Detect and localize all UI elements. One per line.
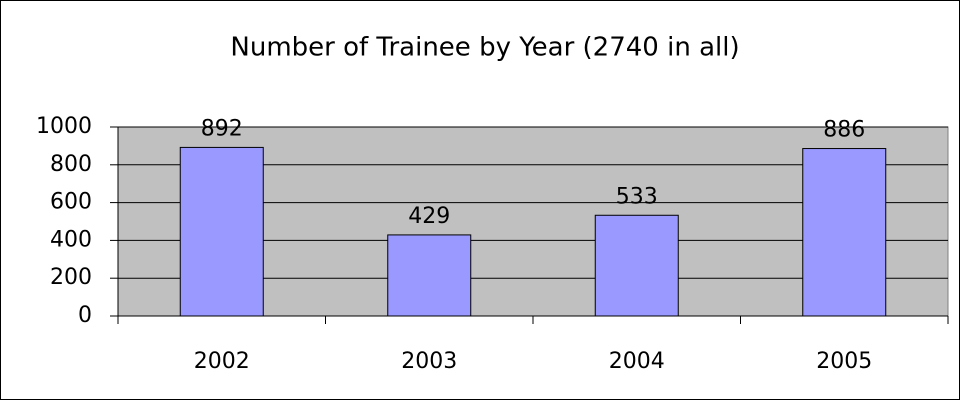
data-label: 886 [823, 118, 865, 143]
bar [594, 214, 679, 317]
x-tick-label: 2005 [816, 349, 872, 374]
y-tick-label: 0 [78, 303, 92, 328]
x-tick-label: 2004 [609, 349, 665, 374]
data-label: 429 [408, 204, 450, 229]
y-tick-label: 600 [50, 190, 92, 215]
data-label: 533 [616, 184, 658, 209]
data-label: 892 [201, 116, 243, 141]
bar [802, 148, 887, 317]
y-tick-label: 1000 [36, 114, 92, 139]
x-tick-label: 2003 [401, 349, 457, 374]
y-tick-label: 400 [50, 227, 92, 252]
chart-title: Number of Trainee by Year (2740 in all) [230, 33, 739, 63]
bar [387, 234, 472, 317]
y-tick-label: 200 [50, 265, 92, 290]
bar [179, 146, 264, 317]
x-tick-label: 2002 [194, 349, 250, 374]
y-tick-label: 800 [50, 152, 92, 177]
